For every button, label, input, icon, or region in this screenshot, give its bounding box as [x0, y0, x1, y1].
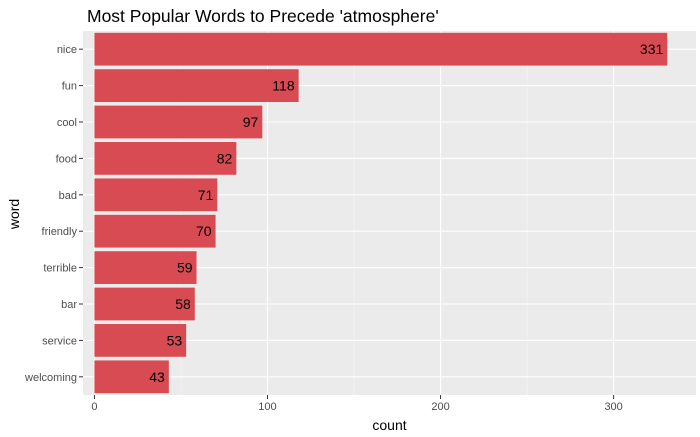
data-label-terrible: 59 — [177, 260, 193, 276]
y-tick-label-friendly: friendly — [42, 226, 78, 238]
bar-bar — [94, 287, 195, 321]
bar-service — [94, 324, 187, 357]
bar-food — [94, 142, 237, 175]
chart-title: Most Popular Words to Precede 'atmospher… — [87, 6, 439, 26]
bar-bad — [94, 178, 218, 212]
data-label-fun: 118 — [272, 78, 295, 94]
y-tick-label-terrible: terrible — [43, 263, 77, 275]
y-tick-label-cool: cool — [57, 117, 77, 129]
bar-fun — [94, 69, 299, 102]
data-label-friendly: 70 — [196, 223, 212, 239]
data-label-food: 82 — [217, 150, 233, 166]
bars-group — [94, 32, 668, 394]
y-tick-label-welcoming: welcoming — [24, 372, 77, 384]
y-axis-title: word — [6, 199, 22, 230]
bar-nice — [94, 32, 668, 66]
y-tick-label-service: service — [42, 335, 77, 347]
x-tick-label: 0 — [91, 401, 97, 413]
data-label-nice: 331 — [640, 41, 664, 57]
data-label-welcoming: 43 — [149, 369, 165, 385]
bar-friendly — [94, 214, 216, 248]
y-tick-label-fun: fun — [62, 81, 77, 93]
data-label-cool: 97 — [243, 114, 259, 130]
x-axis-title: count — [372, 417, 406, 433]
x-tick-label: 200 — [431, 401, 449, 413]
y-tick-label-bar: bar — [61, 299, 77, 311]
data-labels-group: 331 118 97 82 71 70 59 58 53 43 — [149, 41, 663, 385]
bar-welcoming — [94, 360, 169, 394]
x-tick-label: 300 — [604, 401, 622, 413]
y-tick-label-bad: bad — [59, 190, 77, 202]
data-label-bad: 71 — [198, 187, 214, 203]
data-label-bar: 58 — [175, 296, 191, 312]
x-tick-label: 100 — [258, 401, 276, 413]
y-tick-label-food: food — [56, 153, 77, 165]
bar-cool — [94, 105, 263, 139]
x-axis-ticks: 0 100 200 300 — [91, 395, 623, 413]
y-axis-ticks: nice fun cool food bad friendly terrible bar ser… — [24, 44, 83, 384]
bar-terrible — [94, 251, 197, 284]
data-label-service: 53 — [167, 332, 183, 348]
y-tick-label-nice: nice — [57, 44, 77, 56]
